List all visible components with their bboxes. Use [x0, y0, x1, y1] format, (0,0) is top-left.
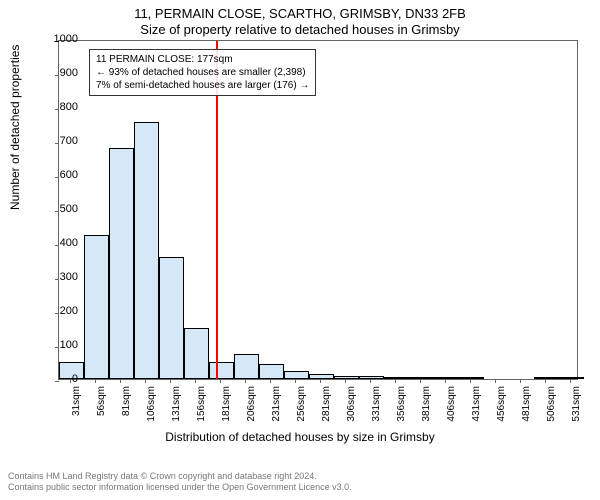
x-tick-mark — [170, 379, 171, 383]
chart-footer: Contains HM Land Registry data © Crown c… — [8, 471, 592, 494]
y-tick-label: 1000 — [38, 33, 78, 45]
x-tick-label: 131sqm — [171, 386, 182, 426]
x-tick-label: 531sqm — [571, 386, 582, 426]
x-tick-label: 381sqm — [421, 386, 432, 426]
histogram-bar — [284, 371, 309, 380]
x-tick-mark — [220, 379, 221, 383]
histogram-bar — [434, 377, 459, 379]
x-tick-label: 206sqm — [246, 386, 257, 426]
x-tick-label: 156sqm — [196, 386, 207, 426]
y-tick-label: 100 — [38, 339, 78, 351]
anno-line1: 11 PERMAIN CLOSE: 177sqm — [96, 53, 309, 66]
chart-title-line2: Size of property relative to detached ho… — [0, 22, 600, 37]
x-tick-label: 256sqm — [296, 386, 307, 426]
x-tick-label: 481sqm — [521, 386, 532, 426]
histogram-bar — [334, 376, 359, 379]
chart-title-line1: 11, PERMAIN CLOSE, SCARTHO, GRIMSBY, DN3… — [0, 6, 600, 21]
x-tick-label: 231sqm — [271, 386, 282, 426]
histogram-bar — [459, 377, 484, 379]
histogram-bar — [134, 122, 159, 379]
x-tick-label: 456sqm — [496, 386, 507, 426]
x-tick-mark — [445, 379, 446, 383]
x-tick-mark — [120, 379, 121, 383]
x-tick-label: 431sqm — [471, 386, 482, 426]
x-tick-label: 81sqm — [121, 386, 132, 426]
histogram-bar — [209, 362, 234, 379]
histogram-bar — [184, 328, 209, 379]
annotation-box: 11 PERMAIN CLOSE: 177sqm← 93% of detache… — [89, 49, 316, 96]
x-axis-label: Distribution of detached houses by size … — [0, 430, 600, 444]
y-tick-label: 400 — [38, 237, 78, 249]
histogram-bar — [234, 354, 259, 380]
footer-line2: Contains public sector information licen… — [8, 482, 592, 494]
x-tick-mark — [545, 379, 546, 383]
y-tick-label: 0 — [38, 373, 78, 385]
histogram-bar — [534, 377, 559, 379]
x-tick-mark — [420, 379, 421, 383]
histogram-bar — [409, 377, 434, 379]
x-tick-mark — [320, 379, 321, 383]
x-tick-mark — [270, 379, 271, 383]
y-tick-label: 600 — [38, 169, 78, 181]
anno-line2: ← 93% of detached houses are smaller (2,… — [96, 66, 309, 79]
histogram-bar — [109, 148, 134, 379]
histogram-bar — [559, 377, 584, 379]
plot-area: 11 PERMAIN CLOSE: 177sqm← 93% of detache… — [58, 40, 578, 380]
x-tick-mark — [495, 379, 496, 383]
histogram-bar — [159, 257, 184, 379]
y-tick-label: 800 — [38, 101, 78, 113]
histogram-bar — [259, 364, 284, 379]
x-tick-label: 181sqm — [221, 386, 232, 426]
x-tick-mark — [295, 379, 296, 383]
histogram-bar — [84, 235, 109, 380]
y-tick-label: 300 — [38, 271, 78, 283]
histogram-bar — [309, 374, 334, 379]
x-tick-label: 106sqm — [146, 386, 157, 426]
x-tick-label: 56sqm — [96, 386, 107, 426]
x-tick-mark — [470, 379, 471, 383]
footer-line1: Contains HM Land Registry data © Crown c… — [8, 471, 592, 483]
x-tick-label: 281sqm — [321, 386, 332, 426]
x-tick-label: 406sqm — [446, 386, 457, 426]
x-tick-label: 306sqm — [346, 386, 357, 426]
y-tick-label: 900 — [38, 67, 78, 79]
x-tick-mark — [145, 379, 146, 383]
y-tick-label: 500 — [38, 203, 78, 215]
y-axis-label: Number of detached properties — [8, 45, 22, 210]
x-tick-mark — [520, 379, 521, 383]
x-tick-label: 331sqm — [371, 386, 382, 426]
x-tick-label: 31sqm — [71, 386, 82, 426]
x-tick-mark — [395, 379, 396, 383]
histogram-bar — [359, 376, 384, 379]
x-tick-mark — [370, 379, 371, 383]
y-tick-label: 200 — [38, 305, 78, 317]
x-tick-mark — [95, 379, 96, 383]
x-tick-label: 506sqm — [546, 386, 557, 426]
x-tick-mark — [570, 379, 571, 383]
x-tick-mark — [345, 379, 346, 383]
histogram-bar — [384, 377, 409, 379]
x-tick-mark — [195, 379, 196, 383]
x-tick-mark — [245, 379, 246, 383]
y-tick-label: 700 — [38, 135, 78, 147]
anno-line3: 7% of semi-detached houses are larger (1… — [96, 79, 309, 92]
x-tick-label: 356sqm — [396, 386, 407, 426]
